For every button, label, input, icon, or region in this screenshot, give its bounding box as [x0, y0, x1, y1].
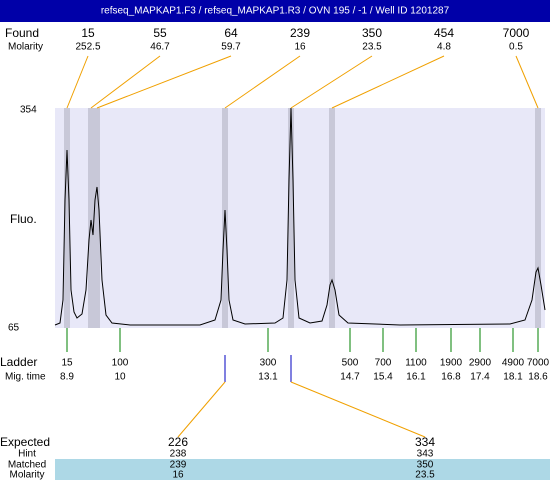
peak-band	[94, 108, 100, 328]
matched-value: 350	[417, 460, 434, 471]
found-value: 64	[224, 26, 238, 40]
y-bottom: 65	[8, 323, 20, 334]
peak-band	[288, 108, 294, 328]
found-value: 454	[434, 26, 454, 40]
found-value: 350	[362, 26, 382, 40]
expected-label: Expected	[0, 435, 50, 449]
ladder-label: Ladder	[0, 355, 37, 369]
peak-band	[88, 108, 94, 328]
molarity-label: Molarity	[8, 42, 43, 53]
connector	[90, 55, 161, 109]
molarity-value: 16	[294, 42, 306, 53]
found-value: 55	[153, 26, 167, 40]
expected-molarity-value: 23.5	[415, 470, 435, 480]
title: refseq_MAPKAP1.F3 / refseq_MAPKAP1.R3 / …	[101, 6, 450, 17]
mig-time: 16.1	[406, 372, 426, 383]
connector	[224, 55, 301, 109]
molarity-value: 23.5	[362, 42, 382, 53]
ladder-size: 7000	[527, 358, 550, 369]
mig-time: 17.4	[470, 372, 490, 383]
matched-band	[55, 459, 550, 480]
title-bar	[0, 0, 550, 22]
connector	[177, 381, 226, 438]
connector	[290, 55, 373, 109]
hint-label: Hint	[18, 449, 36, 460]
molarity-value: 46.7	[150, 42, 170, 53]
hint-value: 238	[170, 449, 187, 460]
hint-value: 343	[417, 449, 434, 460]
y-top: 354	[20, 105, 37, 116]
expected-value: 334	[415, 435, 435, 449]
plot-area	[55, 108, 545, 328]
connector	[96, 55, 232, 109]
found-value: 239	[290, 26, 310, 40]
molarity-value: 252.5	[75, 42, 100, 53]
matched-label: Matched	[8, 460, 46, 471]
mig-time: 15.4	[373, 372, 393, 383]
trace	[54, 107, 546, 326]
mig-time: 14.7	[340, 372, 360, 383]
connector	[331, 55, 445, 109]
ladder-size: 500	[342, 358, 359, 369]
ladder-size: 15	[61, 358, 73, 369]
mig-time: 13.1	[258, 372, 278, 383]
connector	[515, 55, 539, 109]
connector	[290, 381, 426, 438]
found-label: Found	[5, 26, 39, 40]
mig-time: 8.9	[60, 372, 74, 383]
molarity-value: 4.8	[437, 42, 451, 53]
molarity-value: 59.7	[221, 42, 241, 53]
mig-time: 18.1	[503, 372, 523, 383]
mig-time: 10	[114, 372, 126, 383]
ladder-size: 700	[375, 358, 392, 369]
ladder-size: 100	[112, 358, 129, 369]
matched-value: 239	[170, 460, 187, 471]
connector	[66, 55, 89, 109]
ladder-size: 1900	[440, 358, 463, 369]
found-value: 15	[81, 26, 95, 40]
ladder-size: 4900	[502, 358, 525, 369]
mig-time-label: Mig. time	[5, 372, 46, 383]
expected-value: 226	[168, 435, 188, 449]
y-label: Fluo.	[10, 212, 37, 226]
ladder-size: 300	[260, 358, 277, 369]
molarity-value: 0.5	[509, 42, 523, 53]
ladder-size: 1100	[405, 358, 427, 369]
peak-band	[64, 108, 70, 328]
expected-molarity-value: 16	[172, 470, 184, 480]
ladder-size: 2900	[469, 358, 492, 369]
peak-band	[329, 108, 335, 328]
found-value: 7000	[503, 26, 530, 40]
peak-band	[535, 108, 541, 328]
mig-time: 18.6	[528, 372, 548, 383]
expected-molarity-label: Molarity	[9, 470, 44, 480]
mig-time: 16.8	[441, 372, 461, 383]
